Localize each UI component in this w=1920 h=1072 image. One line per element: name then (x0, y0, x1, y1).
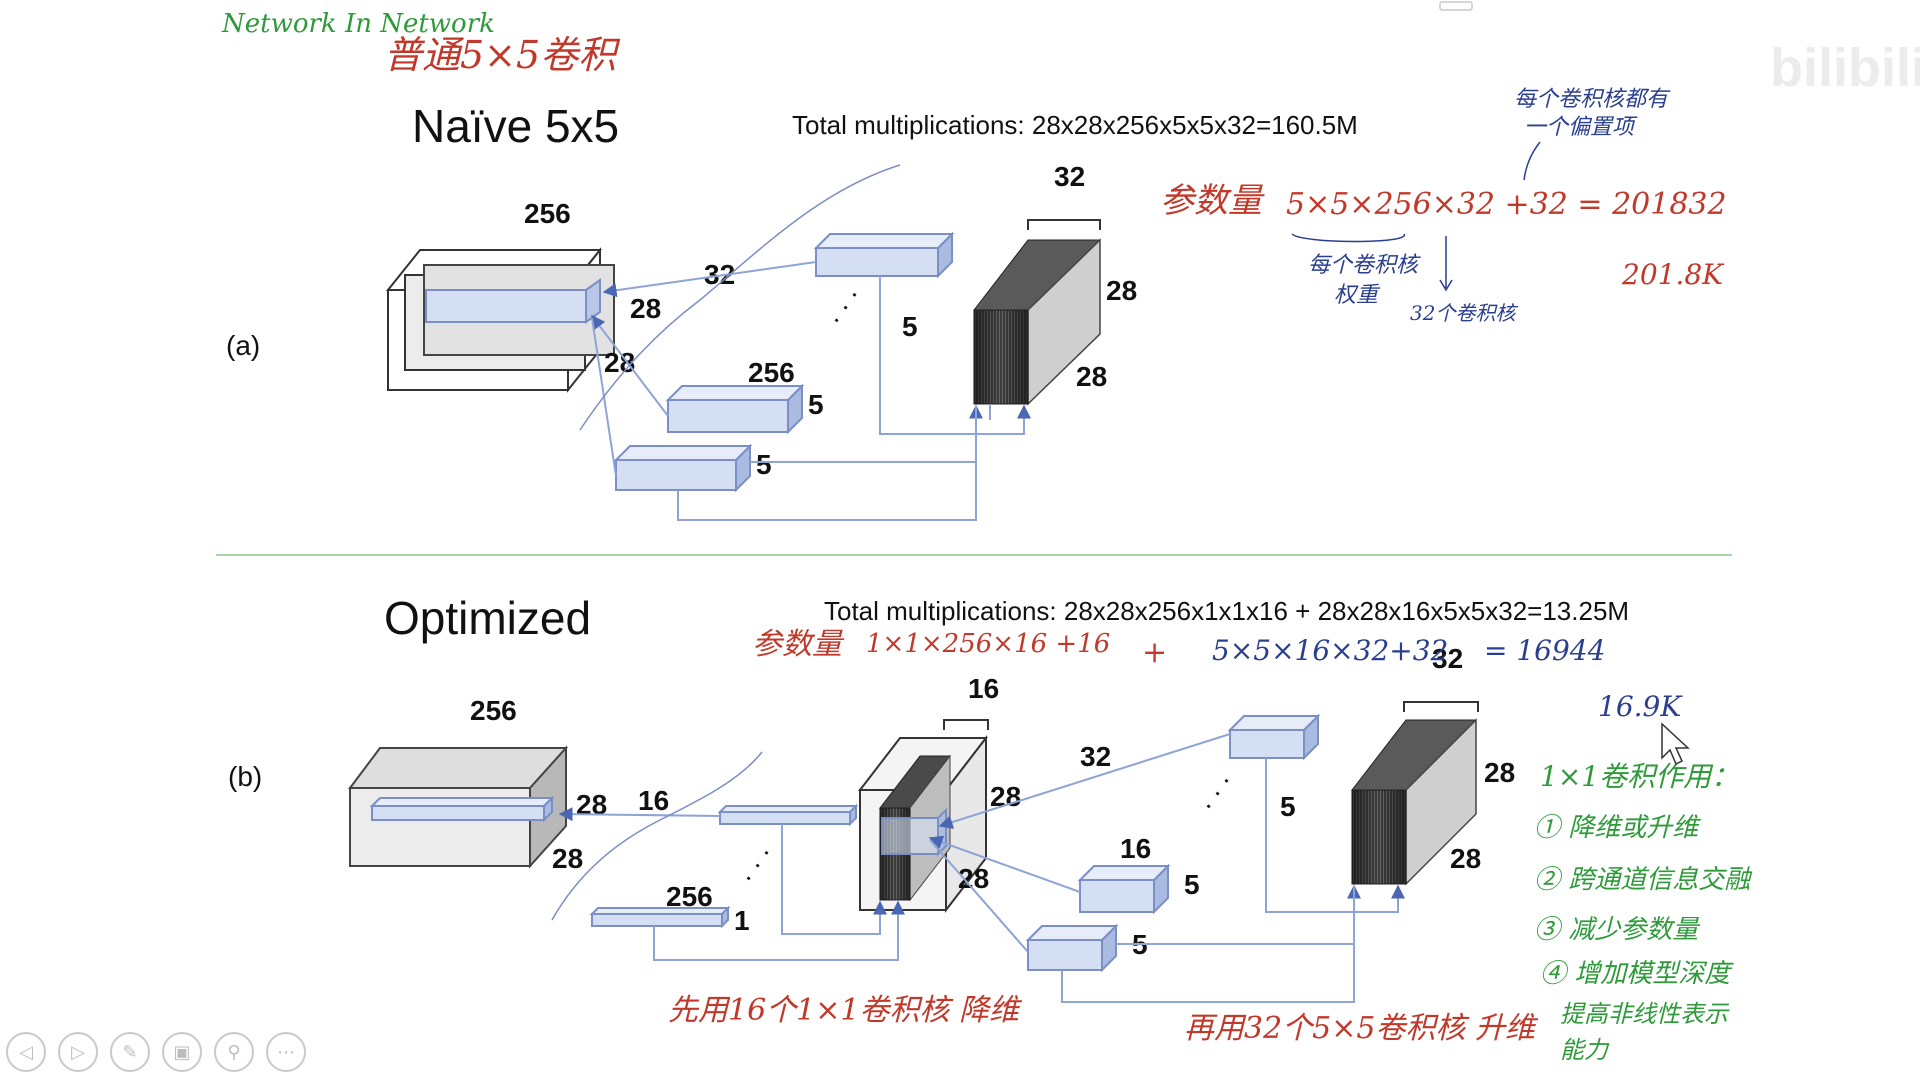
annotation-role-1: ① 降维或升维 (1534, 813, 1701, 843)
naive-output-32: 32 (1054, 161, 1085, 192)
naive-input-28-width: 28 (630, 293, 661, 324)
annotation-param-formula-b1: 1×1×256×16 +16 (866, 629, 1110, 659)
opt-mid-28-right: 28 (990, 781, 1021, 812)
annotation-role-2: ② 跨通道信息交融 (1534, 865, 1753, 895)
annotation-param-short-a: 201.8K (1621, 258, 1725, 291)
opt-kernel-1x1-bottom (589, 905, 731, 929)
opt-input-slice (369, 795, 555, 823)
opt-input-28-bottom: 28 (552, 843, 583, 874)
presentation-toolbar: ◁ ▷ ✎ ▣ ⚲ ⋯ (6, 1032, 306, 1072)
naive-kernel-top (813, 231, 955, 279)
naive-output-28-right: 28 (1106, 275, 1137, 306)
opt-title: Optimized (384, 592, 591, 644)
naive-output-volume (972, 238, 1102, 406)
annotation-role-3: ③ 减少参数量 (1534, 915, 1701, 945)
annotation-formula-brace-a (1291, 233, 1405, 243)
opt-kernel2-5-mid: 5 (1184, 869, 1200, 900)
more-icon[interactable]: ⋯ (266, 1032, 306, 1072)
naive-title: Naïve 5x5 (412, 100, 619, 152)
annotation-bias-note-2: 一个偏置项 (1524, 115, 1638, 140)
naive-kernel-dots: . . . (815, 278, 863, 328)
opt-kernel2-32: 32 (1080, 741, 1111, 772)
opt-hand-curve (551, 751, 763, 921)
annotation-kernels-arrow (1439, 236, 1453, 292)
opt-kernel1-dots: . . . (727, 836, 775, 886)
opt-kernel1-1: 1 (734, 905, 750, 936)
annotation-role-4c: 能力 (1560, 1036, 1610, 1064)
opt-input-256: 256 (470, 695, 517, 726)
opt-kernel-5x5-mid (1077, 863, 1171, 915)
annotation-param-short-b: 16.9K (1598, 690, 1683, 723)
annotation-kernel-weight-1: 每个卷积核 (1308, 253, 1421, 278)
naive-kernel-5-mid: 5 (808, 389, 824, 420)
annotation-kernels-32: 32个卷积核 (1410, 301, 1518, 325)
annotation-param-label-a: 参数量 (1160, 181, 1265, 221)
pen-icon[interactable]: ✎ (110, 1032, 150, 1072)
label-a: (a) (226, 330, 260, 361)
opt-kernel-1x1-top (717, 803, 859, 827)
opt-total-multiplications: Total multiplications: 28x28x256x1x1x16 … (824, 596, 1629, 626)
annotation-role-title: 1×1卷积作用： (1540, 760, 1739, 793)
annotation-reduce-note: 先用16个1×1卷积核 降维 (668, 993, 1023, 1028)
opt-mid-brace (943, 719, 989, 730)
annotation-kernel-weight-2: 权重 (1334, 283, 1381, 308)
opt-kernel2-5-right: 5 (1280, 791, 1296, 822)
naive-kernel-bottom (613, 443, 753, 493)
annotation-naive-cn: 普通5×5卷积 (384, 33, 621, 77)
naive-kernel-5-bottom: 5 (756, 449, 772, 480)
opt-kernel-5x5-top (1227, 713, 1321, 761)
annotation-role-4: ④ 增加模型深度 (1540, 959, 1734, 989)
slides-icon[interactable]: ▣ (162, 1032, 202, 1072)
opt-output-brace (1403, 701, 1479, 712)
annotation-param-label-b: 参数量 (752, 627, 845, 662)
prev-icon[interactable]: ◁ (6, 1032, 46, 1072)
optimized-section: Optimized Total multiplications: 28x28x2… (228, 592, 1753, 1064)
opt-output-volume (1350, 718, 1478, 886)
annotation-nin-title: Network In Network (221, 9, 495, 39)
opt-kernel2-16: 16 (1120, 833, 1151, 864)
annotation-role-4b: 提高非线性表示 (1560, 1000, 1730, 1028)
opt-output-28-bottom: 28 (1450, 843, 1481, 874)
annotation-bias-note-1: 每个卷积核都有 (1514, 87, 1671, 112)
annotation-plus: + (1142, 635, 1167, 670)
naive-total-multiplications: Total multiplications: 28x28x256x5x5x32=… (792, 110, 1358, 140)
annotation-expand-note: 再用32个5×5卷积核 升维 (1184, 1011, 1539, 1046)
opt-16-label: 16 (638, 785, 669, 816)
naive-kernel-5-right: 5 (902, 311, 918, 342)
annotation-param-result-b: = 16944 (1484, 634, 1605, 667)
label-b: (b) (228, 761, 262, 792)
opt-mid-16: 16 (968, 673, 999, 704)
opt-kernel-5x5-bottom (1025, 923, 1119, 973)
naive-output-brace (1027, 219, 1101, 230)
naive-input-256: 256 (524, 198, 571, 229)
annotation-bias-arrow (1523, 141, 1541, 181)
top-handle-icon (1439, 1, 1473, 11)
naive-connectors (591, 261, 1031, 521)
opt-kernel1-256: 256 (666, 881, 713, 912)
naive-input-slice (425, 278, 601, 324)
annotation-param-formula-a: 5×5×256×32 +32 = 201832 (1286, 187, 1727, 222)
next-icon[interactable]: ▷ (58, 1032, 98, 1072)
naive-kernel-256: 256 (748, 357, 795, 388)
annotation-param-formula-b2: 5×5×16×32+32 (1212, 634, 1448, 667)
cursor-icon (1661, 722, 1690, 766)
opt-output-32: 32 (1432, 643, 1463, 674)
naive-section: Naïve 5x5 Total multiplications: 28x28x2… (221, 9, 1727, 521)
bilibili-watermark: bilibili (1770, 38, 1920, 98)
naive-hand-curve (579, 164, 901, 431)
naive-output-28-bottom: 28 (1076, 361, 1107, 392)
naive-kernel-mid (665, 383, 805, 435)
opt-connectors (558, 733, 1405, 1003)
opt-kernel2-dots: . . . (1187, 764, 1235, 814)
opt-mid-volume (857, 735, 989, 913)
zoom-icon[interactable]: ⚲ (214, 1032, 254, 1072)
opt-output-28-right: 28 (1484, 757, 1515, 788)
